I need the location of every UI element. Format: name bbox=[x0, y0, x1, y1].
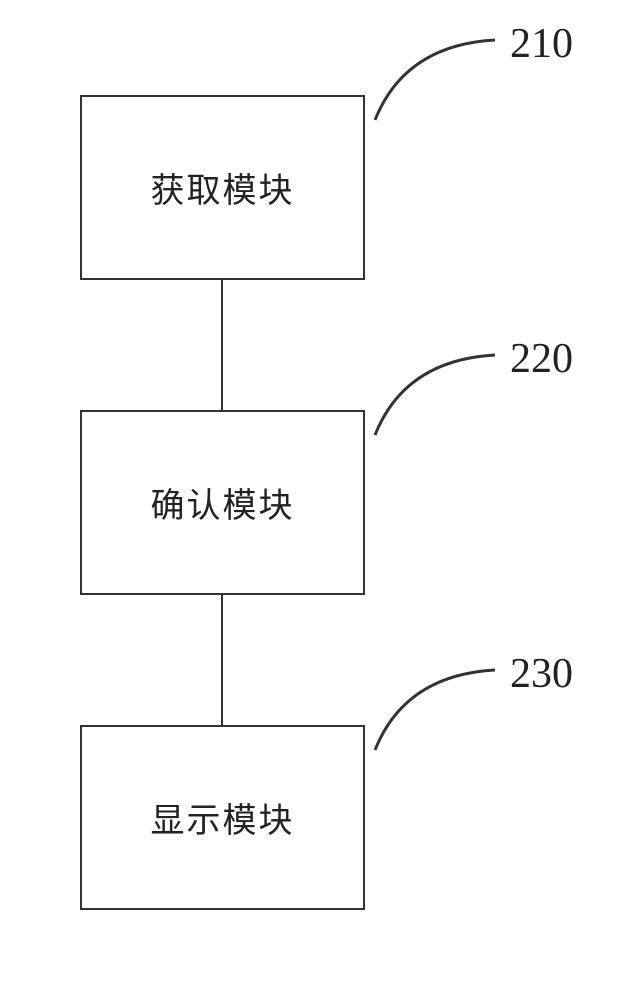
node-label: 确认模块 bbox=[151, 478, 295, 527]
callout-arc-210 bbox=[370, 35, 500, 125]
ref-label-230: 230 bbox=[510, 650, 573, 698]
node-display-module: 显示模块 bbox=[80, 725, 365, 910]
node-label: 获取模块 bbox=[151, 163, 295, 212]
node-confirm-module: 确认模块 bbox=[80, 410, 365, 595]
node-label: 显示模块 bbox=[151, 793, 295, 842]
diagram-canvas: 获取模块 210 确认模块 220 显示模块 230 bbox=[0, 0, 625, 1000]
ref-label-210: 210 bbox=[510, 20, 573, 68]
edge-210-220 bbox=[221, 280, 223, 410]
callout-arc-220 bbox=[370, 350, 500, 440]
node-acquire-module: 获取模块 bbox=[80, 95, 365, 280]
callout-arc-230 bbox=[370, 665, 500, 755]
ref-label-220: 220 bbox=[510, 335, 573, 383]
edge-220-230 bbox=[221, 595, 223, 725]
